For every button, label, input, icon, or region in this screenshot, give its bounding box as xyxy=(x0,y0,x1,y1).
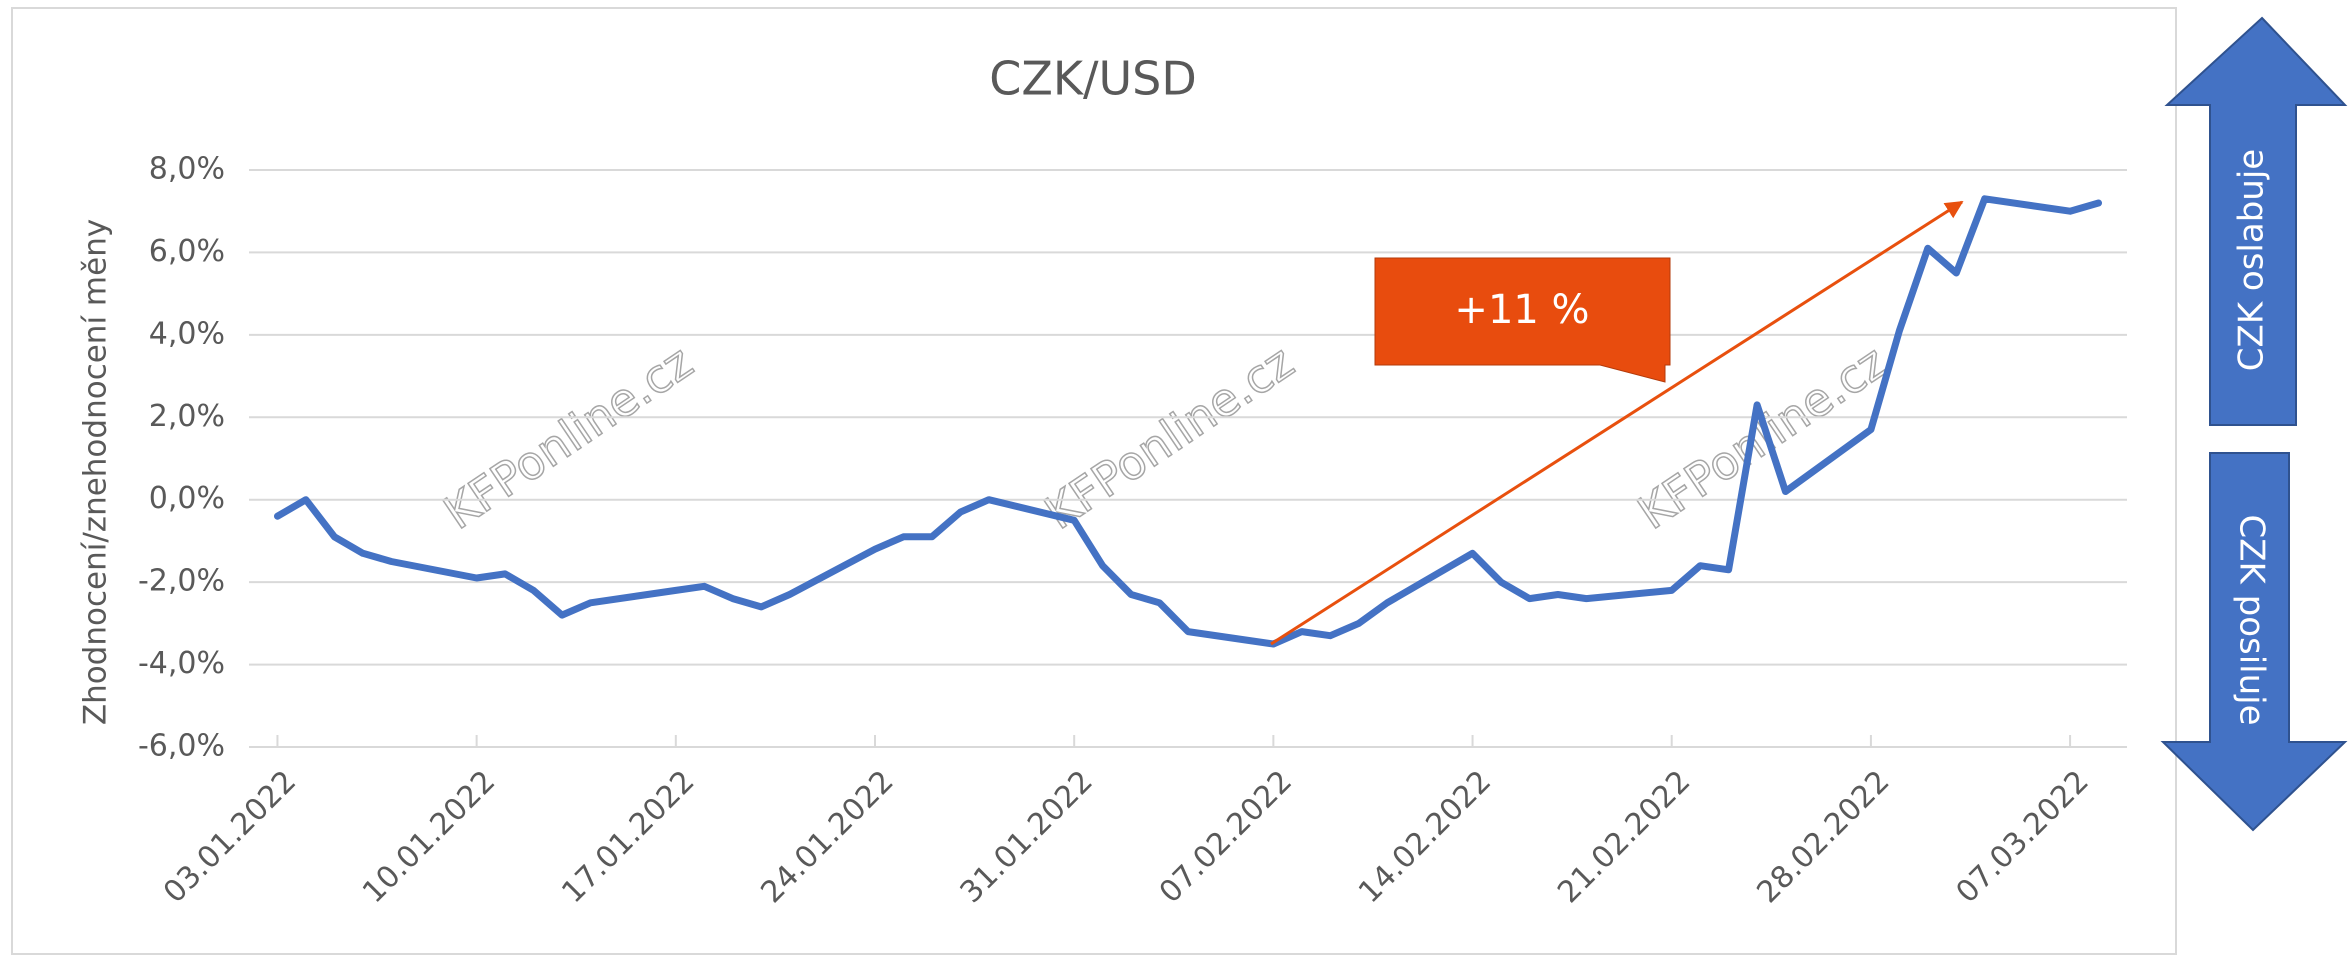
chart-border xyxy=(11,7,2177,955)
up-arrow xyxy=(2164,16,2348,426)
y-tick-label: 4,0% xyxy=(149,316,225,351)
y-tick-label: -2,0% xyxy=(138,564,225,599)
y-tick-label: -6,0% xyxy=(138,729,225,764)
callout-box xyxy=(1374,257,1671,383)
chart-title: CZK/USD xyxy=(989,52,1197,106)
side-label-up: CZK oslabuje xyxy=(2232,149,2272,371)
y-tick-label: -4,0% xyxy=(138,646,225,681)
y-tick-label: 2,0% xyxy=(149,399,225,434)
y-tick-label: 0,0% xyxy=(149,481,225,516)
callout-text: +11 % xyxy=(1454,287,1589,333)
down-arrow xyxy=(2160,452,2348,832)
y-tick-label: 8,0% xyxy=(149,152,225,187)
data-line xyxy=(274,195,2102,648)
y-axis-label: Zhodnocení/znehodnocení měny xyxy=(78,219,114,725)
side-label-down: CZK posiluje xyxy=(2232,514,2272,725)
trend-arrow xyxy=(1270,200,1964,646)
y-tick-label: 6,0% xyxy=(149,234,225,269)
